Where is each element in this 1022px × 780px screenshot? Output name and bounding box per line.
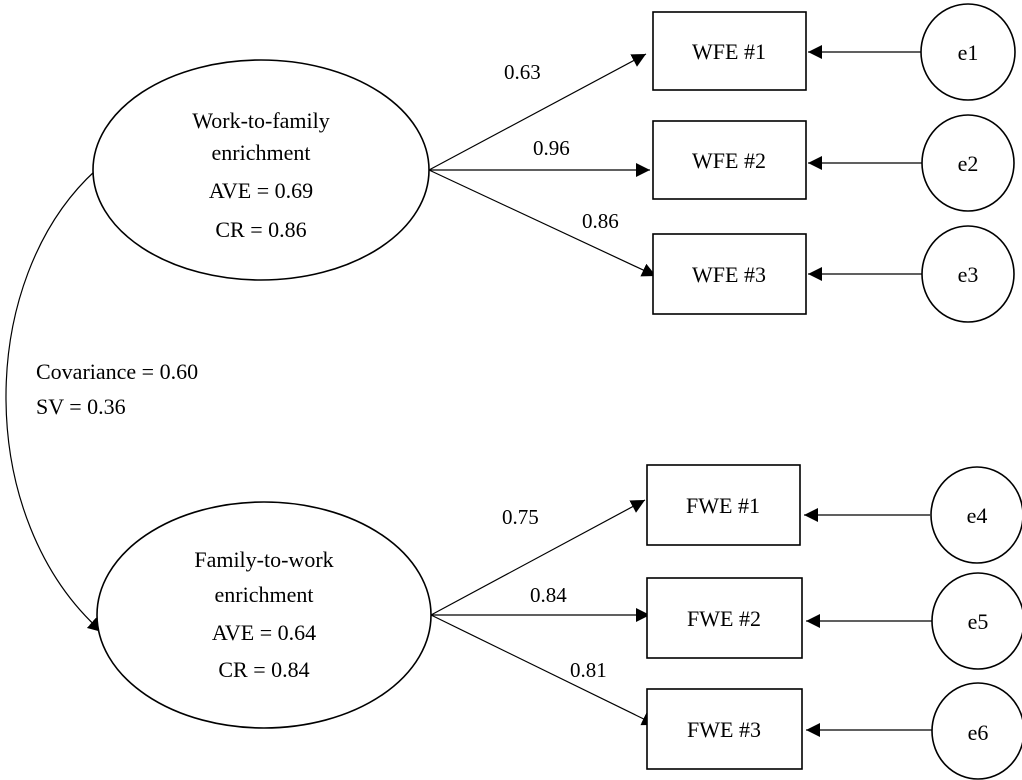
indicator-label-fwe2: FWE #2: [687, 606, 761, 631]
loading-path-wfe1: [428, 53, 647, 171]
loading-value-wfe1: 0.63: [504, 60, 541, 84]
error-circle-e3: [921, 225, 1015, 323]
loading-value-fwe1: 0.75: [502, 505, 539, 529]
construct-title-line2: enrichment: [212, 140, 311, 165]
error-label-e1: e1: [958, 40, 979, 65]
construct-work-to-family: Work-to-family enrichment AVE = 0.69 CR …: [92, 3, 1016, 323]
construct-family-to-work: Family-to-work enrichment AVE = 0.64 CR …: [96, 464, 1022, 780]
latent-ellipse: [96, 501, 432, 729]
indicator-box-wfe2: [652, 120, 807, 200]
error-label-e6: e6: [968, 720, 989, 745]
construct-title-line2: enrichment: [215, 582, 314, 607]
indicator-box-fwe3: [646, 688, 803, 770]
cr-label: CR = 0.84: [218, 657, 309, 682]
loading-path-wfe3: [428, 169, 657, 277]
error-circle-e5: [931, 572, 1022, 670]
loading-value-fwe2: 0.84: [530, 583, 567, 607]
construct-title-line1: Work-to-family: [192, 108, 330, 133]
ave-label: AVE = 0.64: [212, 620, 316, 645]
indicator-label-fwe3: FWE #3: [687, 717, 761, 742]
error-label-e4: e4: [967, 503, 988, 528]
loading-value-wfe2: 0.96: [533, 136, 570, 160]
error-label-e5: e5: [968, 609, 989, 634]
error-circle-e4: [930, 466, 1022, 564]
covariance-label: Covariance = 0.60: [36, 359, 198, 384]
error-label-e3: e3: [958, 262, 979, 287]
ave-label: AVE = 0.69: [209, 178, 313, 203]
sv-label: SV = 0.36: [36, 394, 126, 419]
loading-value-wfe3: 0.86: [582, 209, 619, 233]
error-label-e2: e2: [958, 151, 979, 176]
error-circle-e6: [931, 682, 1022, 780]
indicator-box-wfe1: [652, 11, 807, 91]
indicator-box-wfe3: [652, 233, 807, 315]
error-circle-e1: [920, 3, 1016, 101]
indicator-label-wfe3: WFE #3: [692, 262, 766, 287]
indicator-label-wfe1: WFE #1: [692, 39, 766, 64]
indicator-box-fwe1: [646, 464, 801, 546]
error-circle-e2: [921, 114, 1015, 212]
latent-ellipse: [92, 59, 430, 281]
covariance-arc: [5, 155, 112, 633]
indicator-box-fwe2: [646, 577, 803, 659]
loading-path-fwe3: [430, 614, 657, 726]
indicator-label-wfe2: WFE #2: [692, 148, 766, 173]
loading-value-fwe3: 0.81: [570, 658, 607, 682]
construct-title-line1: Family-to-work: [194, 547, 333, 572]
cr-label: CR = 0.86: [215, 217, 306, 242]
loading-path-fwe1: [430, 499, 646, 616]
indicator-label-fwe1: FWE #1: [686, 493, 760, 518]
